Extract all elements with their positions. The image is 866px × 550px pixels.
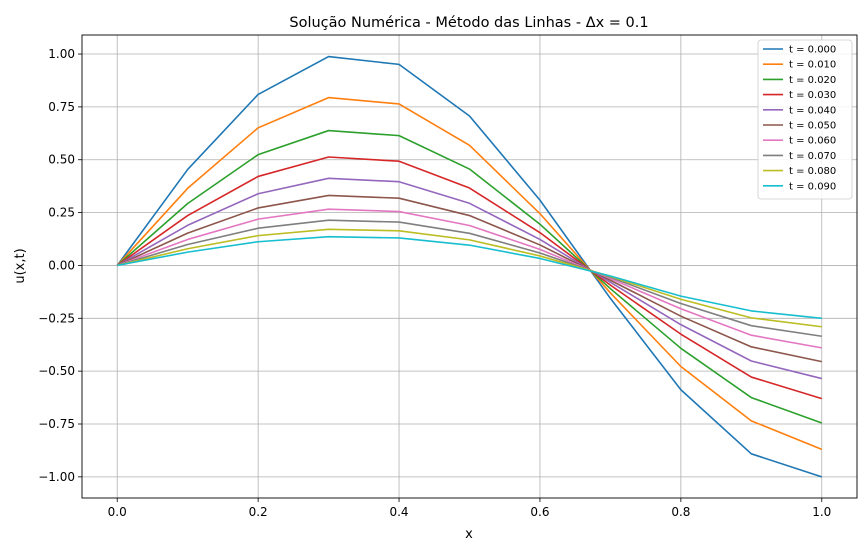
x-axis-label: x: [465, 527, 473, 542]
series-line-4: [116, 177, 822, 380]
legend: t = 0.000 t = 0.010 t = 0.020 t = 0.030 t = …: [757, 39, 853, 200]
grid: [82, 35, 857, 498]
legend-label-1: t = 0.010: [789, 60, 836, 71]
legend-label-6: t = 0.060: [789, 136, 836, 147]
y-tick-label: −0.50: [38, 364, 75, 378]
y-tick-label: 0.75: [48, 100, 75, 114]
legend-label-3: t = 0.030: [789, 90, 836, 101]
y-axis: 1.00 0.75 0.50 0.25 0.00 −0.25 −0.50 −0.75 −1.00: [38, 47, 82, 484]
series-line-5: [116, 194, 822, 363]
x-tick-label: 0.6: [530, 505, 549, 519]
series-line-0: [116, 55, 823, 478]
series-line-7: [117, 219, 822, 338]
series-line-3: [116, 156, 823, 400]
y-tick-label: −1.00: [38, 470, 75, 484]
plot-area-frame: [81, 34, 858, 499]
y-axis-label: u(x,t): [13, 248, 28, 283]
legend-label-0: t = 0.000: [789, 45, 836, 56]
y-tick-label: −0.75: [38, 417, 75, 431]
x-tick-label: 0.0: [108, 505, 127, 519]
legend-label-2: t = 0.020: [789, 75, 836, 86]
y-tick-label: 1.00: [48, 47, 75, 61]
series-line-6: [116, 208, 822, 349]
y-tick-label: −0.25: [38, 311, 75, 325]
x-tick-label: 1.0: [812, 505, 831, 519]
x-tick-label: 0.2: [249, 505, 268, 519]
series-line-1: [116, 96, 823, 451]
legend-label-8: t = 0.080: [789, 166, 836, 177]
y-tick-label: 0.50: [48, 153, 75, 167]
legend-label-5: t = 0.050: [789, 121, 836, 132]
series-group: [116, 55, 823, 478]
legend-label-9: t = 0.090: [789, 181, 836, 192]
legend-label-4: t = 0.040: [789, 105, 836, 116]
x-axis: 0.0 0.2 0.4 0.6 0.8 1.0: [108, 498, 831, 519]
y-tick-label: 0.00: [48, 258, 75, 272]
chart-title: Solução Numérica - Método das Linhas - Δ…: [289, 15, 648, 31]
series-line-2: [116, 129, 823, 424]
x-tick-label: 0.4: [389, 505, 408, 519]
x-tick-label: 0.8: [671, 505, 690, 519]
legend-label-7: t = 0.070: [789, 151, 836, 162]
y-tick-label: 0.25: [48, 206, 75, 220]
series-line-8: [117, 228, 822, 328]
series-line-9: [117, 235, 822, 320]
